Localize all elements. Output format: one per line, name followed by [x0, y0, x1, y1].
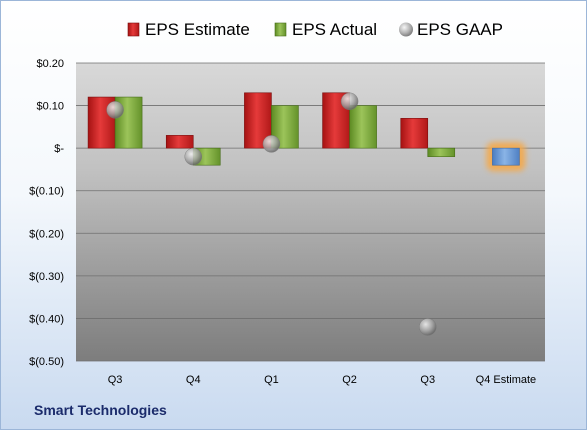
chart-legend: EPS Estimate EPS Actual EPS GAAP — [127, 20, 503, 39]
x-tick-label: Q2 — [342, 374, 357, 386]
legend-label: EPS Estimate — [145, 20, 250, 39]
eps-estimate-bar — [400, 118, 429, 149]
legend-label: EPS Actual — [292, 20, 377, 39]
eps-actual-bar — [427, 147, 456, 157]
eps-gaap-marker — [419, 318, 437, 336]
eps-actual-bar — [349, 105, 377, 149]
y-tick-label: $(0.50) — [29, 356, 64, 368]
company-name: Smart Technologies — [34, 402, 167, 418]
q4-estimate-bar — [492, 147, 520, 166]
eps-estimate-bar — [165, 135, 194, 149]
legend-marker — [399, 22, 413, 37]
y-tick-label: $(0.10) — [29, 186, 64, 198]
plot-area — [76, 63, 545, 361]
y-tick-label: $0.20 — [36, 58, 64, 70]
x-tick-label: Q1 — [264, 374, 279, 386]
gaap-markers — [106, 92, 437, 336]
x-tick-label: Q3 — [420, 374, 435, 386]
y-tick-label: $(0.30) — [29, 271, 64, 283]
y-tick-label: $(0.40) — [29, 313, 64, 325]
bars — [87, 92, 526, 172]
y-tick-label: $- — [54, 143, 64, 155]
gridlines — [76, 62, 545, 362]
eps-gaap-marker — [184, 147, 202, 166]
x-tick-label: Q4 Estimate — [476, 374, 537, 386]
eps-gaap-marker — [106, 101, 124, 119]
legend-swatch — [127, 22, 140, 37]
x-tick-label: Q3 — [108, 374, 123, 386]
eps-gaap-marker — [262, 135, 281, 153]
x-axis-ticks: Q3 Q4 Q1 Q2 Q3 Q4 Estimate — [108, 374, 536, 386]
x-tick-label: Q4 — [186, 374, 201, 386]
legend-label: EPS GAAP — [417, 20, 503, 39]
y-tick-label: $0.10 — [36, 101, 64, 113]
legend-swatch — [274, 22, 287, 37]
eps-gaap-marker — [340, 92, 359, 111]
y-tick-label: $(0.20) — [29, 228, 64, 240]
y-axis-ticks: $0.20 $0.10 $- $(0.10) $(0.20) $(0.30) $(0.40)… — [29, 58, 64, 368]
